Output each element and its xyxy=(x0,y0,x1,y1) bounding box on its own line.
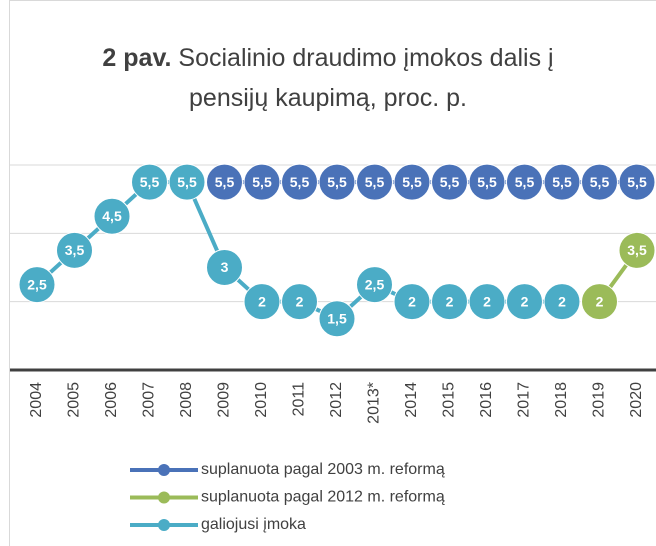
marker xyxy=(393,163,431,201)
x-tick-label: 2013* xyxy=(366,382,383,424)
data-label: 3 xyxy=(221,259,229,275)
data-label: 5,5 xyxy=(252,174,272,190)
data-label: 2 xyxy=(408,293,416,309)
x-tick-label: 2017 xyxy=(516,382,533,418)
data-label: 5,5 xyxy=(477,174,497,190)
x-tick-label: 2011 xyxy=(291,382,308,417)
marker xyxy=(431,163,468,201)
title-label: 2 pav. xyxy=(102,44,172,72)
marker xyxy=(356,266,393,304)
x-tick-label: 2006 xyxy=(103,382,120,418)
marker xyxy=(543,163,581,201)
x-tick-label: 2004 xyxy=(28,382,45,418)
marker xyxy=(506,163,543,201)
marker xyxy=(618,163,656,201)
data-label: 5,5 xyxy=(177,174,197,190)
marker xyxy=(243,163,281,201)
marker xyxy=(506,283,543,321)
data-label: 5,5 xyxy=(365,174,385,190)
data-label: 3,5 xyxy=(627,242,647,258)
marker xyxy=(581,283,618,321)
data-label: 5,5 xyxy=(290,174,310,190)
data-label: 2,5 xyxy=(27,276,47,292)
legend-label: suplanuota pagal 2003 m. reformą xyxy=(201,461,445,478)
data-label: 2 xyxy=(521,293,529,309)
x-tick-label: 2020 xyxy=(628,382,645,418)
marker xyxy=(468,163,506,201)
data-label: 5,5 xyxy=(402,174,422,190)
marker xyxy=(356,163,393,201)
data-label: 5,5 xyxy=(515,174,535,190)
data-label: 3,5 xyxy=(65,242,85,258)
data-label: 1,5 xyxy=(327,310,347,326)
data-label: 5,5 xyxy=(552,174,572,190)
data-label: 5,5 xyxy=(327,174,347,190)
marker xyxy=(618,231,656,269)
marker xyxy=(93,197,131,235)
data-label: 5,5 xyxy=(140,174,160,190)
data-label: 2 xyxy=(446,293,454,309)
marker xyxy=(56,231,93,269)
x-tick-label: 2019 xyxy=(591,382,608,418)
legend-marker xyxy=(158,464,170,476)
marker xyxy=(243,283,281,321)
marker xyxy=(206,249,243,286)
x-tick-label: 2010 xyxy=(253,382,270,418)
data-label: 2 xyxy=(596,293,604,309)
marker xyxy=(206,163,243,201)
frame xyxy=(9,0,656,546)
legend-marker xyxy=(158,519,170,531)
marker xyxy=(581,163,618,201)
legend-marker xyxy=(158,491,170,504)
data-label: 2,5 xyxy=(365,276,385,292)
marker xyxy=(318,163,356,201)
x-tick-label: 2016 xyxy=(478,382,495,418)
x-tick-label: 2018 xyxy=(553,382,570,418)
marker xyxy=(18,266,56,304)
data-label: 2 xyxy=(558,293,566,309)
x-tick-label: 2008 xyxy=(178,382,195,418)
data-label: 5,5 xyxy=(590,174,610,190)
marker xyxy=(281,283,318,321)
x-tick-label: 2005 xyxy=(66,382,83,418)
legend-label: galiojusi įmoka xyxy=(201,516,306,533)
marker xyxy=(131,163,168,201)
x-tick-label: 2007 xyxy=(141,382,158,418)
legend-label: suplanuota pagal 2012 m. reformą xyxy=(201,489,445,506)
marker xyxy=(543,283,581,321)
data-label: 5,5 xyxy=(627,174,647,190)
x-tick-label: 2014 xyxy=(403,382,420,418)
marker xyxy=(393,283,431,321)
data-label: 2 xyxy=(258,293,266,309)
data-label: 2 xyxy=(483,293,491,309)
data-label: 4,5 xyxy=(102,208,122,224)
chart-title: 2 pav. Socialinio draudimo įmokos dalis … xyxy=(78,38,578,118)
marker xyxy=(318,300,356,338)
marker xyxy=(431,283,468,321)
marker xyxy=(281,163,318,201)
data-label: 5,5 xyxy=(215,174,235,190)
marker xyxy=(168,163,206,201)
title-text: Socialinio draudimo įmokos dalis į pensi… xyxy=(178,44,554,112)
marker xyxy=(468,283,506,321)
data-label: 2 xyxy=(296,293,304,309)
x-tick-label: 2009 xyxy=(216,382,233,418)
data-label: 5,5 xyxy=(440,174,460,190)
x-tick-label: 2015 xyxy=(441,382,458,418)
x-tick-label: 2012 xyxy=(328,382,345,418)
